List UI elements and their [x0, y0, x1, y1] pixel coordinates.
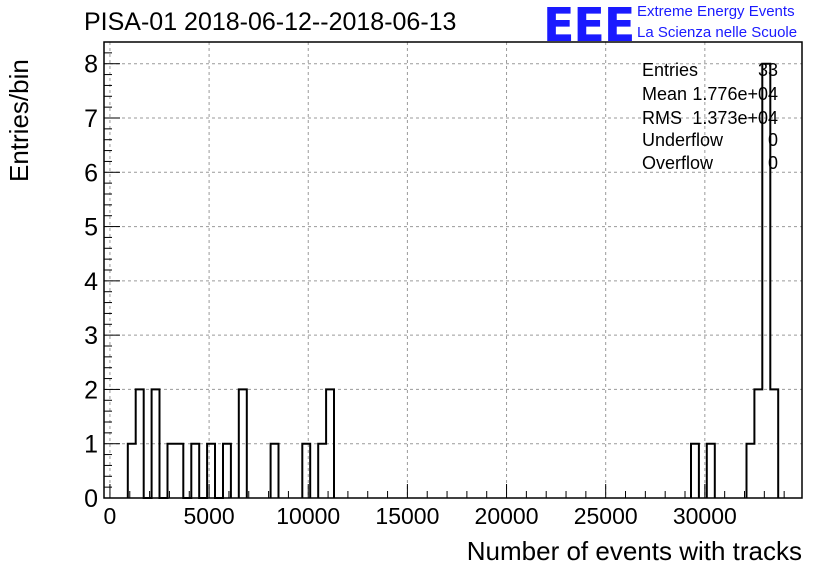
- histogram-bin: [191, 444, 199, 498]
- stat-value-underflow: 0: [767, 130, 778, 150]
- y-tick-label: 4: [84, 268, 98, 296]
- histogram-bin: [326, 389, 334, 498]
- histogram-bin: [754, 389, 762, 498]
- stat-label-overflow: Overflow: [642, 153, 714, 173]
- x-tick-label: 20000: [475, 503, 539, 529]
- histogram-bin: [223, 444, 231, 498]
- x-tick-label: 30000: [673, 503, 737, 529]
- histogram-bin: [770, 389, 778, 498]
- x-axis-label: Number of events with tracks: [466, 536, 802, 566]
- histogram-bin: [707, 444, 715, 498]
- histogram-bin: [271, 444, 279, 498]
- histogram-bin: [207, 444, 215, 498]
- logo-line-2: La Scienza nelle Scuole: [637, 24, 798, 41]
- stat-label-underflow: Underflow: [642, 130, 724, 150]
- histogram-bin: [746, 444, 754, 498]
- y-tick-label: 2: [84, 376, 98, 404]
- histogram-bin: [136, 389, 144, 498]
- histogram-bin: [691, 444, 699, 498]
- y-tick-label: 7: [84, 105, 98, 133]
- y-tick-label: 3: [84, 322, 98, 350]
- histogram-bin: [128, 444, 136, 498]
- x-tick-label: 15000: [375, 503, 439, 529]
- histogram-outline: [126, 62, 780, 499]
- stat-value-entries: 33: [757, 60, 778, 80]
- stat-value-overflow: 0: [767, 153, 778, 173]
- logo-line-1: Extreme Energy Events: [637, 3, 795, 20]
- histogram-bin: [239, 389, 247, 498]
- y-axis-label: Entries/bin: [4, 59, 34, 182]
- stat-label-entries: Entries: [642, 60, 699, 80]
- x-tick-label: 10000: [276, 503, 340, 529]
- y-tick-label: 0: [84, 485, 98, 513]
- stat-label-rms: RMS: [642, 108, 682, 128]
- y-tick-label: 8: [84, 51, 98, 79]
- histogram-bin: [175, 444, 183, 498]
- histogram-bin: [152, 389, 160, 498]
- stat-value-rms: 1.373e+04: [692, 108, 778, 128]
- x-tick-label: 5000: [184, 503, 235, 529]
- y-tick-label: 1: [84, 431, 98, 459]
- stat-value-mean: 1.776e+04: [692, 84, 778, 104]
- x-tick-label: 25000: [574, 503, 638, 529]
- histogram-bin: [318, 444, 326, 498]
- histogram-bin: [302, 444, 310, 498]
- eee-logo: EEE: [543, 0, 635, 52]
- chart-title: PISA-01 2018-06-12--2018-06-13: [84, 8, 457, 36]
- y-tick-label: 6: [84, 159, 98, 187]
- histogram-bin: [167, 444, 175, 498]
- stat-label-mean: Mean: [642, 84, 688, 104]
- y-tick-label: 5: [84, 214, 98, 242]
- x-tick-label: 0: [104, 503, 117, 529]
